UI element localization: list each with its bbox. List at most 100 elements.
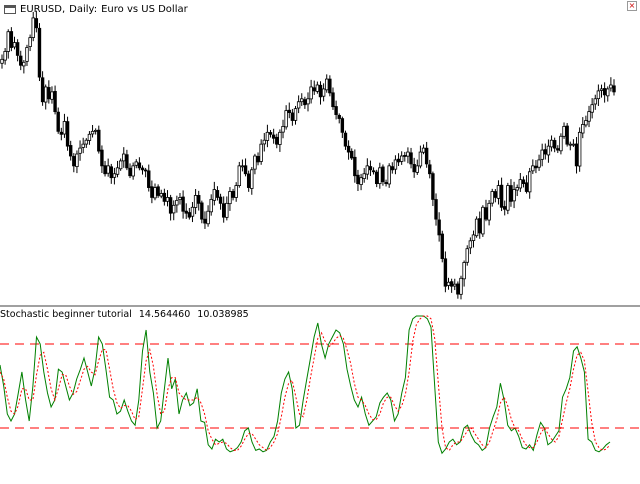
bear-candle	[215, 190, 220, 198]
bull-candle	[474, 218, 479, 237]
bull-candle	[446, 281, 451, 286]
bear-candle	[443, 258, 448, 287]
price-pane[interactable]	[0, 10, 616, 300]
bull-candle	[209, 198, 213, 213]
bull-candle	[549, 139, 554, 148]
bull-candle	[265, 131, 270, 141]
bull-candle	[62, 121, 67, 135]
bear-candle	[203, 218, 207, 224]
bear-candle	[19, 55, 23, 66]
bull-candle	[112, 173, 117, 178]
bull-candle	[453, 283, 457, 287]
bear-candle	[478, 218, 482, 234]
bull-candle	[12, 42, 17, 48]
indicator-signal-value: 10.038985	[197, 309, 249, 320]
close-icon[interactable]: ×	[627, 1, 637, 11]
bull-candle	[31, 17, 35, 38]
bull-candle	[406, 151, 410, 157]
bear-candle	[384, 182, 388, 185]
indicator-pane[interactable]	[0, 315, 640, 455]
bull-candle	[518, 179, 523, 189]
bull-candle	[590, 104, 594, 113]
bull-candle	[22, 61, 26, 67]
bull-candle	[421, 147, 426, 153]
bear-candle	[509, 185, 513, 202]
bear-candle	[499, 184, 504, 208]
bear-candle	[456, 283, 460, 295]
bear-candle	[150, 186, 154, 198]
bull-candle	[593, 98, 597, 105]
bear-candle	[552, 140, 557, 149]
bull-candle	[387, 165, 391, 185]
bear-candle	[524, 182, 529, 192]
bull-candle	[506, 185, 510, 211]
bull-candle	[278, 131, 282, 145]
bear-candle	[602, 88, 607, 96]
bear-candle	[162, 192, 167, 202]
bull-candle	[134, 161, 138, 166]
bear-candle	[353, 156, 357, 177]
bear-candle	[15, 42, 20, 56]
bull-candle	[172, 204, 176, 214]
bull-candle	[6, 31, 10, 52]
bear-candle	[368, 166, 373, 171]
bear-candle	[356, 174, 360, 185]
bull-candle	[587, 111, 591, 122]
bull-candle	[512, 189, 516, 202]
chart-window-icon[interactable]	[4, 4, 16, 14]
bear-candle	[137, 162, 142, 169]
bull-candle	[365, 165, 370, 175]
bear-candle	[147, 170, 151, 188]
chart-timeframe: Daily:	[69, 3, 98, 15]
bull-candle	[25, 47, 29, 62]
bear-candle	[68, 145, 73, 157]
bull-candle	[531, 165, 535, 172]
bull-candle	[296, 101, 301, 109]
bull-candle	[190, 206, 195, 217]
bear-candle	[268, 132, 273, 135]
bear-candle	[340, 118, 345, 133]
bull-candle	[87, 133, 92, 141]
bull-candle	[496, 185, 501, 199]
bull-candle	[415, 165, 419, 173]
bear-candle	[243, 165, 248, 175]
bear-candle	[534, 165, 538, 169]
bull-candle	[250, 169, 254, 189]
bear-candle	[503, 206, 507, 210]
bull-candle	[122, 153, 126, 162]
bear-candle	[221, 203, 226, 218]
bear-candle	[256, 156, 260, 163]
bear-candle	[484, 207, 488, 220]
bull-candle	[596, 90, 601, 100]
bear-candle	[318, 84, 323, 98]
bear-candle	[440, 233, 444, 259]
bull-candle	[546, 145, 551, 156]
bull-candle	[393, 159, 398, 170]
bull-candle	[237, 165, 242, 186]
bull-candle	[118, 160, 123, 170]
bull-candle	[471, 234, 476, 241]
bear-candle	[59, 131, 64, 135]
bear-candle	[434, 199, 438, 220]
bull-candle	[84, 139, 89, 145]
bear-candle	[47, 87, 51, 100]
bear-candle	[521, 179, 526, 185]
bull-candle	[0, 58, 4, 64]
bear-candle	[350, 150, 354, 159]
chart-title-bar: EURUSD, Daily: Euro vs US Dollar	[4, 2, 188, 16]
bull-candle	[581, 124, 585, 134]
bull-candle	[253, 155, 257, 170]
bear-candle	[574, 143, 579, 167]
bear-candle	[312, 87, 316, 92]
bear-candle	[37, 27, 42, 78]
bull-candle	[284, 110, 288, 128]
bear-candle	[431, 173, 435, 200]
bull-candle	[540, 149, 544, 160]
bull-candle	[175, 199, 179, 206]
bull-candle	[75, 153, 79, 167]
bear-candle	[396, 158, 401, 163]
bull-candle	[93, 129, 98, 132]
bear-candle	[53, 90, 57, 113]
